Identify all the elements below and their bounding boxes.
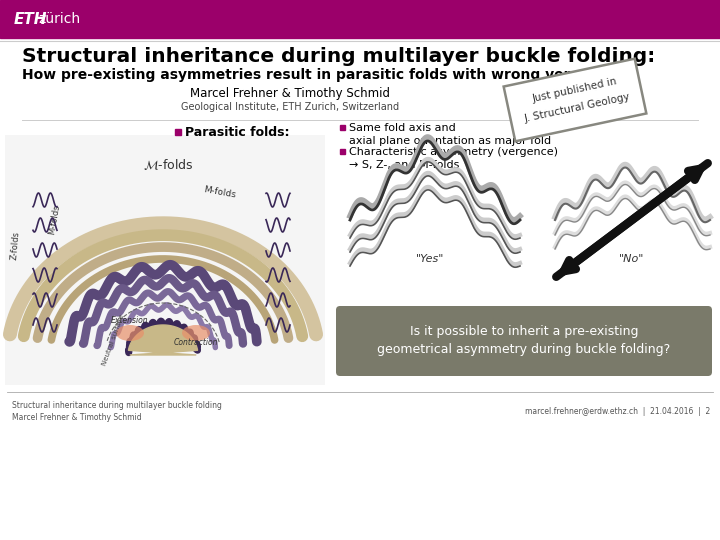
Text: M-folds: M-folds: [203, 185, 237, 199]
Text: Extension: Extension: [111, 316, 149, 325]
Text: Geological Institute, ETH Zurich, Switzerland: Geological Institute, ETH Zurich, Switze…: [181, 102, 399, 112]
Ellipse shape: [116, 325, 144, 341]
Bar: [5, 135, 325, 385]
Text: Just published in: Just published in: [531, 76, 618, 104]
Text: Neutral surface: Neutral surface: [101, 314, 125, 367]
Text: Contraction: Contraction: [174, 338, 218, 347]
Text: Structural inheritance during multilayer buckle folding: Structural inheritance during multilayer…: [12, 402, 222, 410]
Text: "No": "No": [619, 254, 644, 264]
Text: M-folds: M-folds: [47, 204, 61, 236]
Text: "Yes": "Yes": [416, 254, 444, 264]
Ellipse shape: [182, 325, 210, 341]
Text: axial plane orientation as major fold: axial plane orientation as major fold: [349, 136, 551, 146]
Text: Same fold axis and: Same fold axis and: [349, 123, 456, 133]
Text: Structural inheritance during multilayer buckle folding:: Structural inheritance during multilayer…: [22, 46, 655, 65]
Text: ETH: ETH: [14, 11, 48, 26]
Bar: [0, 0, 720, 38]
Text: $\mathcal{M}$-folds: $\mathcal{M}$-folds: [143, 158, 194, 172]
Text: How pre-existing asymmetries result in parasitic folds with wrong vergence: How pre-existing asymmetries result in p…: [22, 68, 618, 82]
FancyBboxPatch shape: [336, 306, 712, 376]
Bar: [340, 149, 345, 154]
Text: → S, Z-, and M-folds: → S, Z-, and M-folds: [349, 160, 459, 170]
Text: Marcel Frehner & Timothy Schmid: Marcel Frehner & Timothy Schmid: [12, 414, 142, 422]
Text: Is it possible to inherit a pre-existing
geometrical asymmetry during buckle fol: Is it possible to inherit a pre-existing…: [377, 326, 670, 356]
FancyBboxPatch shape: [504, 59, 647, 141]
Text: Parasitic folds:: Parasitic folds:: [185, 125, 289, 138]
Text: J. Structural Geology: J. Structural Geology: [523, 92, 631, 124]
Bar: [175, 129, 181, 135]
Text: Characteristic asymmetry (vergence): Characteristic asymmetry (vergence): [349, 147, 558, 157]
Bar: [340, 125, 345, 130]
Text: Z-folds: Z-folds: [9, 230, 21, 260]
Text: zürich: zürich: [38, 12, 80, 26]
Polygon shape: [128, 325, 197, 355]
Text: Marcel Frehner & Timothy Schmid: Marcel Frehner & Timothy Schmid: [190, 86, 390, 99]
Text: marcel.frehner@erdw.ethz.ch  |  21.04.2016  |  2: marcel.frehner@erdw.ethz.ch | 21.04.2016…: [525, 408, 710, 416]
